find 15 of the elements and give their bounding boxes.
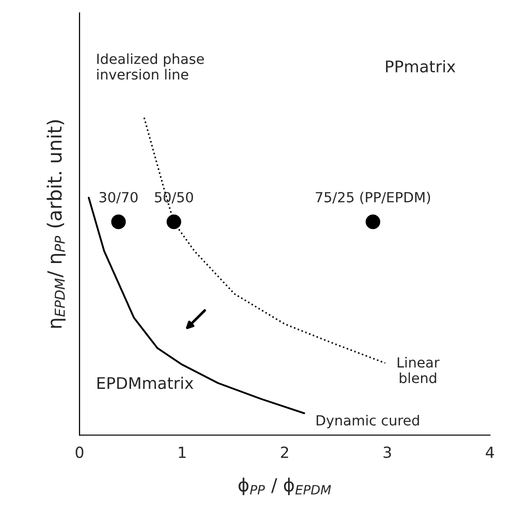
x-axis-title: ϕ$_{PP}$ / ϕ$_{EPDM}$ bbox=[238, 478, 331, 496]
annotation: EPDMmatrix bbox=[98, 376, 194, 390]
series-label: Dynamic cured bbox=[316, 414, 419, 428]
series-label: Linear blend bbox=[398, 356, 440, 384]
x-tick-label: 0 bbox=[76, 446, 84, 458]
annotation: 75/25 (PP/EPDM) bbox=[316, 192, 430, 204]
annotation: 30/70 bbox=[100, 192, 138, 204]
x-tick-label: 4 bbox=[486, 446, 494, 458]
annotation: 50/50 bbox=[154, 192, 193, 204]
x-tick-label: 1 bbox=[178, 446, 186, 458]
x-tick-label: 3 bbox=[384, 446, 391, 458]
text: Idealized phase inversion line bbox=[97, 53, 204, 80]
y-axis-title: η$_{EPDM}$/ η$_{PP}$ (arbit. unit) bbox=[46, 120, 66, 328]
x-tick-label: 2 bbox=[280, 446, 288, 458]
text: PPmatrix bbox=[386, 60, 456, 72]
